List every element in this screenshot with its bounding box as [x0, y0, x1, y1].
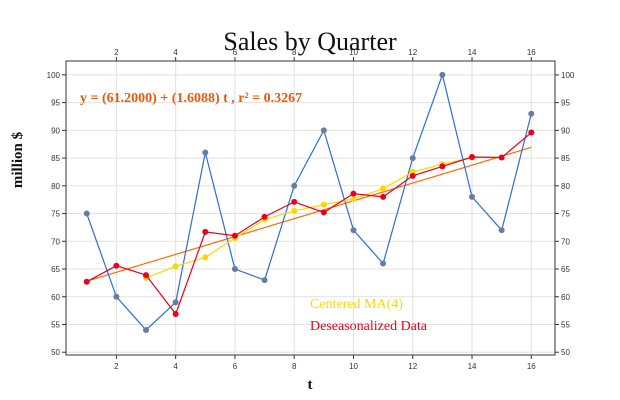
- y-tick-label-left: 50: [51, 348, 60, 357]
- x-tick-label-bottom: 4: [173, 362, 178, 371]
- x-tick-label-bottom: 6: [233, 362, 238, 371]
- data-point-sales: [143, 327, 150, 334]
- series-sales: [83, 71, 535, 334]
- y-tick-label-right: 50: [561, 348, 570, 357]
- plot-area-frame: [65, 60, 556, 356]
- data-point-deseason: [231, 232, 238, 239]
- y-tick-label-left: 70: [51, 237, 60, 246]
- data-point-sales: [320, 127, 327, 134]
- data-point-sales: [350, 227, 357, 234]
- y-tick-label-left: 60: [51, 293, 60, 302]
- trend-line-layer: [86, 146, 532, 282]
- x-tick-label-top: 10: [349, 48, 358, 57]
- data-point-deseason: [320, 209, 327, 216]
- data-point-deseason: [261, 213, 268, 220]
- y-tick-label-left: 65: [51, 265, 60, 274]
- y-tick-label-right: 95: [561, 99, 570, 108]
- data-point-sales: [439, 71, 446, 78]
- y-tick-label-right: 80: [561, 182, 570, 191]
- y-tick-label-right: 90: [561, 126, 570, 135]
- data-point-sales: [202, 149, 209, 156]
- regression-trend-line: [86, 146, 532, 282]
- regression-equation: y = (61.2000) + (1.6088) t , r² = 0.3267: [80, 91, 302, 106]
- y-tick-label-right: 75: [561, 210, 570, 219]
- x-tick-label-top: 8: [292, 48, 297, 57]
- data-point-deseason: [528, 129, 535, 136]
- y-tick-label-right: 65: [561, 265, 570, 274]
- y-tick-label-left: 85: [51, 154, 60, 163]
- data-point-ma: [320, 201, 327, 208]
- data-point-deseason: [113, 262, 120, 269]
- y-tick-label-left: 55: [51, 320, 60, 329]
- data-point-deseason: [291, 198, 298, 205]
- data-point-sales: [291, 182, 298, 189]
- data-point-deseason: [83, 278, 90, 285]
- y-tick-label-right: 70: [561, 237, 570, 246]
- x-tick-label-top: 6: [233, 48, 238, 57]
- y-tick-label-right: 100: [561, 71, 575, 80]
- data-point-deseason: [439, 163, 446, 170]
- y-tick-label-right: 60: [561, 293, 570, 302]
- y-tick-label-right: 85: [561, 154, 570, 163]
- x-tick-label-bottom: 8: [292, 362, 297, 371]
- data-point-sales: [231, 266, 238, 273]
- x-tick-label-bottom: 14: [468, 362, 477, 371]
- data-point-deseason: [172, 310, 179, 317]
- series-line-deseason: [86, 132, 532, 316]
- x-tick-label-bottom: 16: [527, 362, 536, 371]
- data-point-deseason: [202, 228, 209, 235]
- y-tick-label-left: 75: [51, 210, 60, 219]
- data-point-sales: [469, 193, 476, 200]
- data-point-sales: [498, 227, 505, 234]
- x-tick-label-top: 12: [408, 48, 417, 57]
- chart-title: Sales by Quarter: [223, 27, 397, 56]
- x-tick-label-top: 16: [527, 48, 536, 57]
- x-tick-label-bottom: 10: [349, 362, 358, 371]
- data-point-ma: [380, 185, 387, 192]
- data-point-ma: [202, 254, 209, 261]
- x-tick-label-top: 2: [114, 48, 119, 57]
- data-point-deseason: [143, 272, 150, 279]
- y-tick-label-left: 90: [51, 126, 60, 135]
- data-point-sales: [172, 299, 179, 306]
- data-point-sales: [261, 277, 268, 284]
- data-point-sales: [409, 155, 416, 162]
- data-point-ma: [350, 196, 357, 203]
- x-tick-label-top: 4: [173, 48, 178, 57]
- legend-centered-ma: Centered MA(4): [310, 297, 403, 312]
- data-point-sales: [528, 110, 535, 117]
- x-tick-label-bottom: 12: [408, 362, 417, 371]
- data-point-sales: [113, 293, 120, 300]
- data-point-deseason: [350, 190, 357, 197]
- data-point-deseason: [380, 193, 387, 200]
- x-axis-label: t: [308, 377, 313, 393]
- data-point-sales: [83, 210, 90, 217]
- y-tick-label-right: 55: [561, 320, 570, 329]
- y-tick-label-left: 100: [47, 71, 61, 80]
- axis-ticks: 2 2 4 4 6 6 8 8 10 10 12 12 14 14 16 16 50 50 55 55 60 60 65 65…: [47, 48, 575, 371]
- series-deseason: [83, 129, 535, 317]
- series-layer: [83, 71, 535, 334]
- data-point-deseason: [498, 154, 505, 161]
- x-tick-label-bottom: 2: [114, 362, 119, 371]
- legend-deseasonalized: Deseasonalized Data: [310, 319, 428, 334]
- y-tick-label-left: 95: [51, 99, 60, 108]
- data-point-ma: [291, 207, 298, 214]
- series-line-sales: [86, 72, 532, 331]
- y-tick-label-left: 80: [51, 182, 60, 191]
- data-point-ma: [172, 263, 179, 270]
- data-point-deseason: [409, 172, 416, 179]
- data-point-sales: [380, 260, 387, 267]
- x-tick-label-top: 14: [468, 48, 477, 57]
- data-point-deseason: [469, 153, 476, 160]
- y-axis-label: million $: [10, 131, 26, 188]
